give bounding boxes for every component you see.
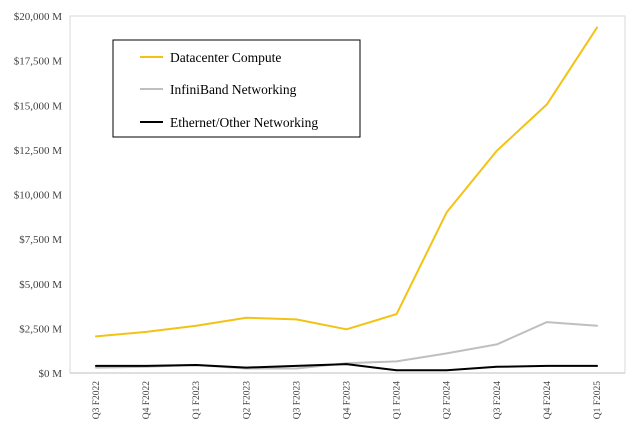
legend-label: Datacenter Compute	[170, 50, 281, 65]
data-point	[596, 365, 598, 367]
x-tick-label: Q1 F2023	[192, 381, 202, 420]
data-point	[395, 360, 398, 363]
data-point	[95, 365, 97, 367]
x-tick-label: Q4 F2023	[343, 381, 353, 420]
series-lines	[95, 26, 598, 372]
data-point	[395, 369, 398, 372]
legend-label: Ethernet/Other Networking	[170, 115, 318, 130]
data-point	[145, 331, 147, 333]
data-point	[546, 103, 548, 106]
y-tick-label: $7,500 M	[19, 234, 62, 246]
y-tick-label: $2,500 M	[19, 323, 62, 335]
x-tick-label: Q4 F2022	[142, 381, 152, 420]
data-point	[445, 211, 448, 214]
data-point	[295, 367, 298, 370]
data-point	[546, 321, 548, 323]
data-point	[145, 365, 147, 367]
legend-item: Datacenter Compute	[140, 50, 281, 65]
data-point	[245, 316, 248, 319]
data-point	[496, 150, 498, 152]
data-point	[195, 324, 197, 327]
legend-item: Ethernet/Other Networking	[140, 115, 318, 130]
chart-axes	[69, 15, 626, 374]
data-point	[95, 335, 97, 338]
x-tick-label: Q1 F2025	[593, 381, 603, 420]
data-point	[295, 318, 298, 321]
data-point	[195, 364, 197, 366]
y-tick-label: $5,000 M	[19, 279, 62, 291]
x-tick-label: Q3 F2024	[493, 381, 503, 420]
x-tick-label: Q2 F2023	[242, 381, 252, 420]
data-point	[496, 343, 498, 346]
y-tick-label: $0 M	[38, 368, 62, 380]
y-tick-label: $20,000 M	[14, 11, 63, 23]
x-tick-label: Q2 F2024	[443, 381, 453, 420]
legend-item: InfiniBand Networking	[140, 82, 297, 97]
x-tick-label: Q1 F2024	[393, 381, 403, 420]
data-point	[95, 366, 97, 369]
x-tick-label: Q4 F2024	[543, 381, 553, 420]
data-point	[496, 366, 498, 368]
x-axis-ticks: Q3 F2022 Q4 F2022 Q1 F2023 Q2 F2023 Q3 F2023…	[92, 381, 603, 420]
legend-label: InfiniBand Networking	[170, 82, 297, 97]
data-point	[445, 352, 448, 355]
x-tick-label: Q3 F2023	[292, 381, 302, 420]
data-point	[395, 313, 398, 315]
data-point	[345, 328, 348, 331]
data-point	[295, 365, 298, 367]
y-axis-ticks: $0 M $2,500 M $5,000 M $7,500 M $10,000 M $12…	[14, 11, 63, 380]
data-point	[596, 26, 598, 29]
x-tick-label: Q3 F2022	[92, 381, 102, 420]
series-line-2	[95, 363, 598, 372]
y-tick-label: $15,000 M	[14, 100, 63, 112]
chart-legend: Datacenter Compute InfiniBand Networking E…	[112, 39, 361, 138]
data-point	[445, 369, 448, 372]
y-tick-label: $10,000 M	[14, 190, 63, 202]
data-point	[245, 366, 248, 369]
data-point	[546, 365, 548, 367]
data-point	[596, 324, 598, 327]
y-tick-label: $12,500 M	[14, 145, 63, 157]
data-point	[345, 363, 348, 365]
y-tick-label: $17,500 M	[14, 56, 63, 68]
